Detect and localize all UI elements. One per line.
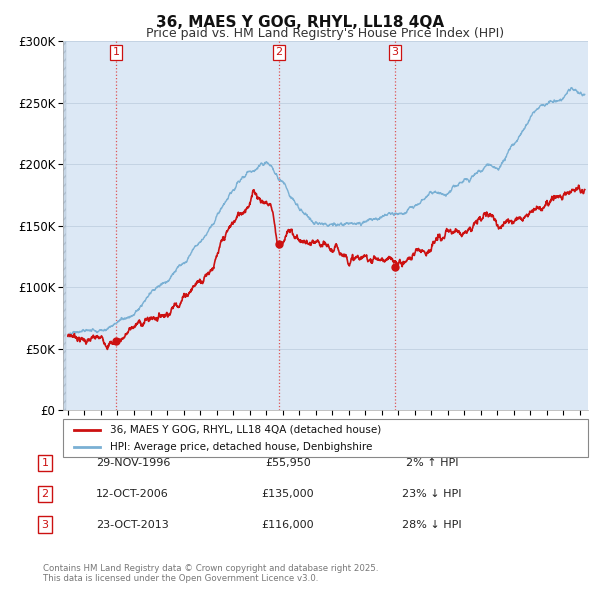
Text: £135,000: £135,000 bbox=[262, 489, 314, 499]
Text: 12-OCT-2006: 12-OCT-2006 bbox=[96, 489, 169, 499]
Text: 3: 3 bbox=[392, 47, 398, 57]
Text: 1: 1 bbox=[41, 458, 49, 468]
Text: 23-OCT-2013: 23-OCT-2013 bbox=[96, 520, 169, 529]
Text: 23% ↓ HPI: 23% ↓ HPI bbox=[402, 489, 462, 499]
Text: 1: 1 bbox=[112, 47, 119, 57]
Text: 2: 2 bbox=[41, 489, 49, 499]
Text: 36, MAES Y GOG, RHYL, LL18 4QA: 36, MAES Y GOG, RHYL, LL18 4QA bbox=[156, 15, 444, 30]
FancyBboxPatch shape bbox=[63, 419, 588, 457]
Text: Contains HM Land Registry data © Crown copyright and database right 2025.
This d: Contains HM Land Registry data © Crown c… bbox=[43, 563, 379, 583]
Text: 36, MAES Y GOG, RHYL, LL18 4QA (detached house): 36, MAES Y GOG, RHYL, LL18 4QA (detached… bbox=[110, 425, 382, 435]
Text: 2: 2 bbox=[275, 47, 283, 57]
Text: HPI: Average price, detached house, Denbighshire: HPI: Average price, detached house, Denb… bbox=[110, 441, 373, 451]
Text: 28% ↓ HPI: 28% ↓ HPI bbox=[402, 520, 462, 529]
Title: Price paid vs. HM Land Registry's House Price Index (HPI): Price paid vs. HM Land Registry's House … bbox=[146, 27, 505, 40]
Text: 29-NOV-1996: 29-NOV-1996 bbox=[96, 458, 170, 468]
Text: £55,950: £55,950 bbox=[265, 458, 311, 468]
Text: £116,000: £116,000 bbox=[262, 520, 314, 529]
Text: 2% ↑ HPI: 2% ↑ HPI bbox=[406, 458, 458, 468]
Text: 3: 3 bbox=[41, 520, 49, 529]
